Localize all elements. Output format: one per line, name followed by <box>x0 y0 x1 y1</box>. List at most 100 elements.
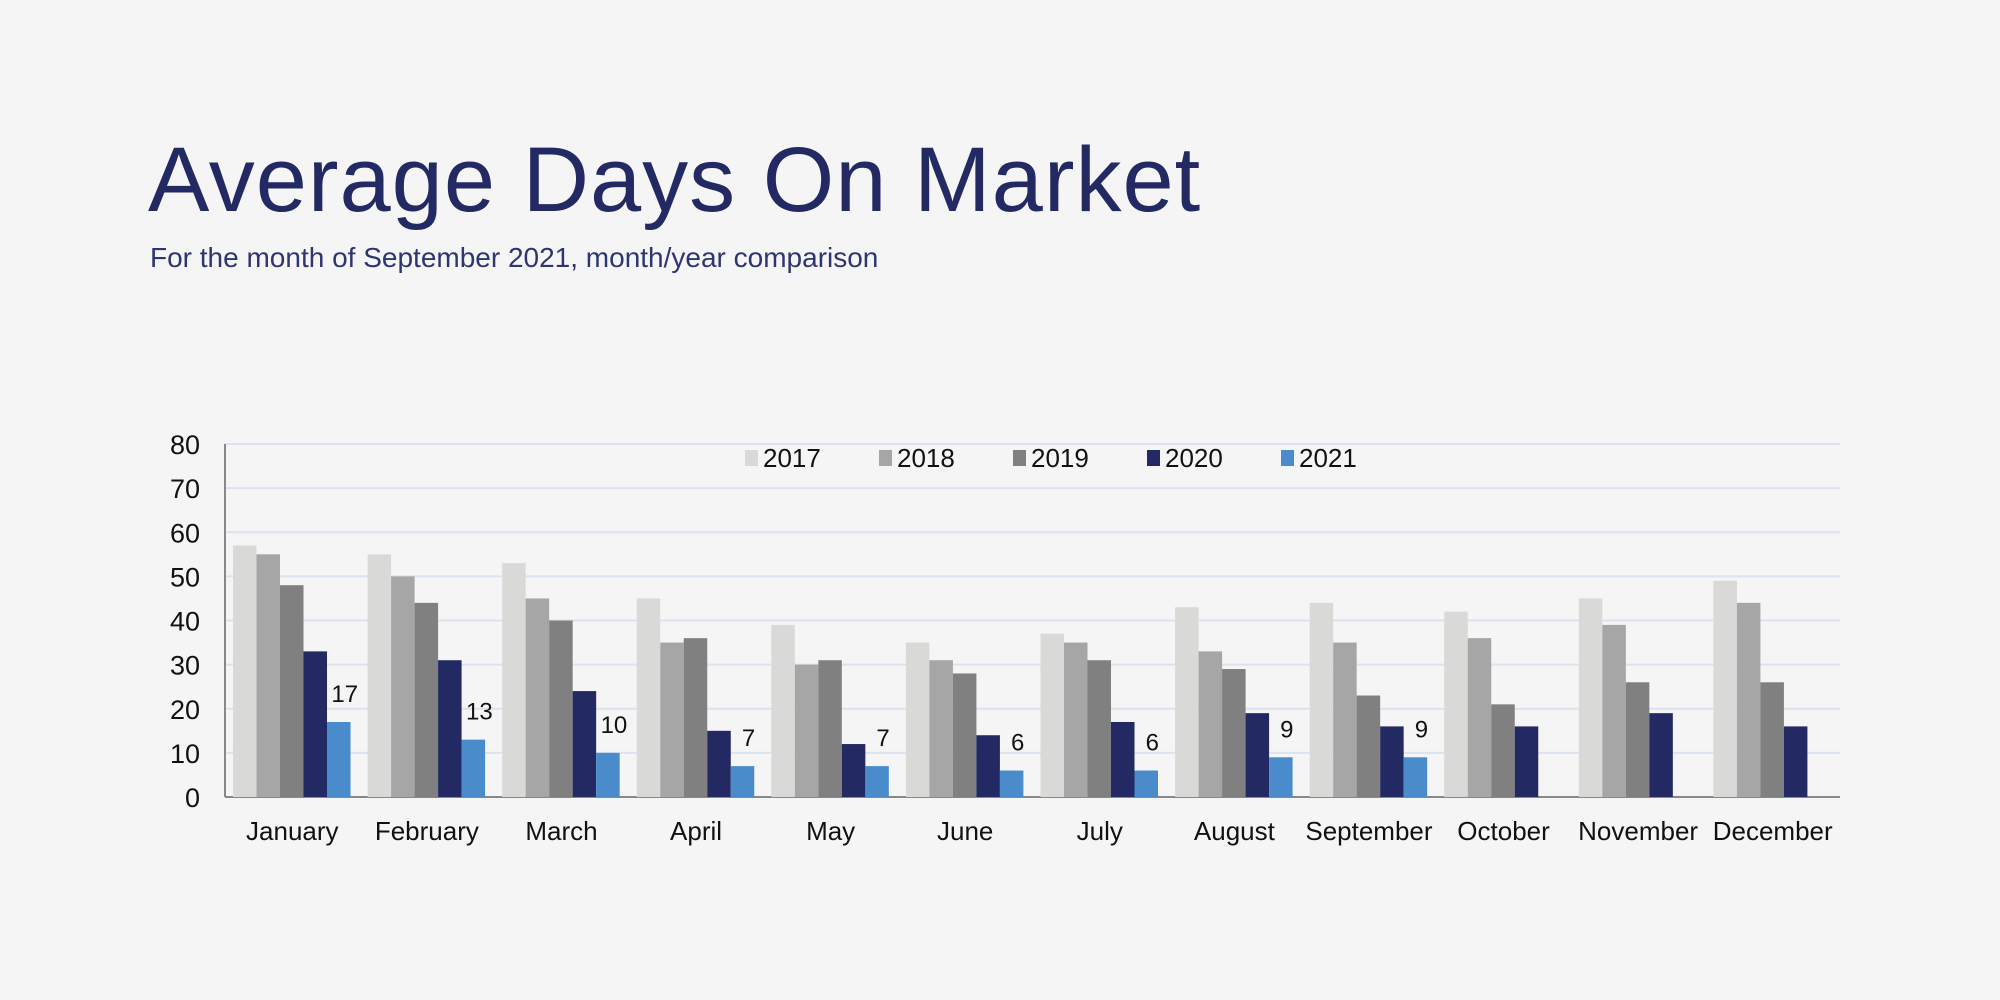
bar-2020 <box>1649 713 1673 797</box>
legend-swatch-2020 <box>1147 450 1160 466</box>
data-label: 9 <box>1415 716 1428 743</box>
data-label: 7 <box>876 725 889 752</box>
data-label: 7 <box>742 725 755 752</box>
x-tick-label: September <box>1305 816 1433 846</box>
bar-2017 <box>1713 580 1737 797</box>
bar-2017 <box>771 624 795 797</box>
data-label: 10 <box>601 712 628 739</box>
bar-2020 <box>1380 726 1404 797</box>
data-label: 6 <box>1146 730 1159 757</box>
bar-2019 <box>414 602 439 797</box>
y-tick-label: 80 <box>170 430 200 460</box>
bar-2018 <box>660 642 684 797</box>
x-tick-label: November <box>1578 816 1698 846</box>
y-tick-label: 60 <box>170 518 200 548</box>
bar-2017 <box>1444 611 1468 797</box>
page-subtitle: For the month of September 2021, month/y… <box>150 242 879 273</box>
bar-2017 <box>905 642 930 797</box>
bar-2020 <box>303 651 327 797</box>
bar-2017 <box>1309 602 1334 797</box>
y-tick-label: 0 <box>185 783 200 813</box>
x-tick-label: May <box>806 816 855 846</box>
legend-label: 2021 <box>1299 443 1357 473</box>
bar-2018 <box>1064 642 1088 797</box>
bar-2019 <box>1625 682 1650 797</box>
bar-2018 <box>1736 602 1761 797</box>
data-label: 13 <box>466 699 493 726</box>
bar-2021 <box>865 766 889 797</box>
bar-2021 <box>461 739 486 797</box>
y-tick-label: 10 <box>170 739 200 769</box>
bar-2018 <box>256 554 280 797</box>
bar-2018 <box>794 664 819 797</box>
bar-2017 <box>1578 598 1603 797</box>
bar-2021 <box>1403 757 1428 797</box>
bar-2020 <box>1111 721 1135 797</box>
bar-2019 <box>1087 660 1111 797</box>
legend-swatch-2019 <box>1013 450 1026 466</box>
bar-2020 <box>1783 726 1808 797</box>
legend-swatch-2018 <box>879 450 892 466</box>
bar-2020 <box>572 691 597 797</box>
bar-2019 <box>683 638 708 797</box>
bar-2020 <box>438 660 462 797</box>
bar-2017 <box>367 554 392 797</box>
legend-swatch-2017 <box>745 450 758 466</box>
bar-2020 <box>1245 713 1270 797</box>
x-tick-label: January <box>246 816 339 846</box>
bar-2019 <box>1760 682 1784 797</box>
bar-2021 <box>596 752 620 797</box>
bar-2020 <box>976 735 1000 797</box>
x-tick-label: July <box>1077 816 1123 846</box>
bar-2019 <box>952 673 977 797</box>
bar-2018 <box>391 576 415 797</box>
x-tick-label: December <box>1713 816 1833 846</box>
bar-2021 <box>327 721 351 797</box>
bar-2021 <box>730 766 755 797</box>
bar-2018 <box>1602 624 1626 797</box>
page-title: Average Days On Market <box>148 129 1202 231</box>
data-label: 17 <box>331 681 358 708</box>
legend-label: 2019 <box>1031 443 1089 473</box>
x-tick-label: February <box>375 816 479 846</box>
y-tick-label: 20 <box>170 695 200 725</box>
bar-2017 <box>502 563 526 797</box>
bar-2021 <box>1134 770 1158 797</box>
legend-label: 2017 <box>763 443 821 473</box>
y-tick-label: 50 <box>170 562 200 592</box>
bar-2019 <box>818 660 842 797</box>
bar-2020 <box>841 744 866 797</box>
x-tick-label: August <box>1194 816 1276 846</box>
x-tick-label: April <box>670 816 722 846</box>
bar-2018 <box>1467 638 1492 797</box>
bar-2021 <box>1269 757 1293 797</box>
bar-2019 <box>280 585 304 797</box>
bar-2018 <box>1198 651 1223 797</box>
bar-2019 <box>1222 669 1246 797</box>
bar-2018 <box>929 660 953 797</box>
bar-2018 <box>525 598 550 797</box>
bar-2017 <box>233 545 257 797</box>
bar-2017 <box>636 598 661 797</box>
legend-label: 2020 <box>1165 443 1223 473</box>
data-label: 9 <box>1280 716 1293 743</box>
x-tick-label: October <box>1457 816 1550 846</box>
x-tick-label: March <box>525 816 597 846</box>
bar-2017 <box>1040 633 1064 797</box>
y-tick-label: 70 <box>170 474 200 504</box>
bar-2019 <box>1491 704 1515 797</box>
data-label: 6 <box>1011 730 1024 757</box>
y-tick-label: 30 <box>170 651 200 681</box>
bar-2020 <box>707 730 731 797</box>
bar-2019 <box>549 620 573 797</box>
legend-label: 2018 <box>897 443 955 473</box>
bar-2017 <box>1175 607 1199 797</box>
x-tick-label: June <box>937 816 993 846</box>
bar-2020 <box>1514 726 1539 797</box>
legend-swatch-2021 <box>1281 450 1294 466</box>
bar-2018 <box>1333 642 1357 797</box>
y-tick-label: 40 <box>170 607 200 637</box>
bar-2021 <box>999 770 1024 797</box>
bar-2019 <box>1356 695 1381 797</box>
